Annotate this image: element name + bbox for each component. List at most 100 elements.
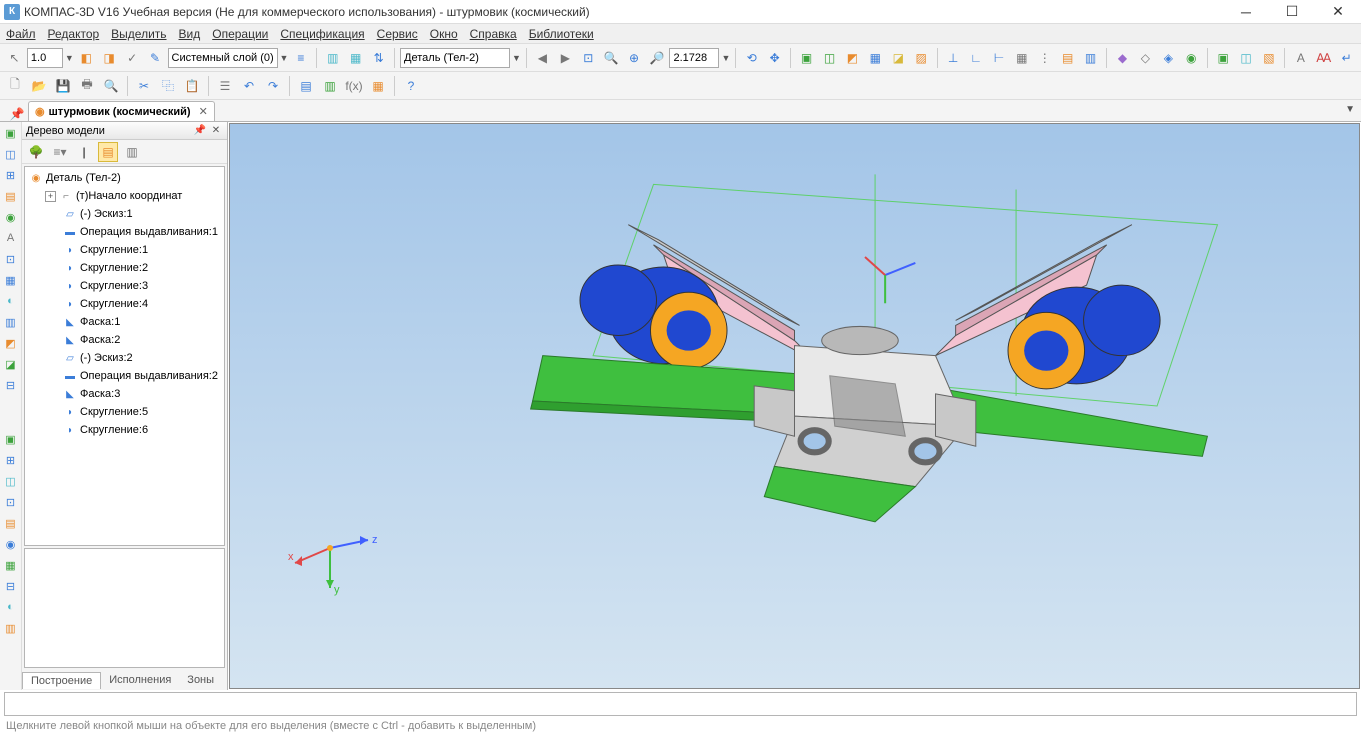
- rail-btn-23[interactable]: ▥: [2, 619, 20, 637]
- tool-cube4[interactable]: ▦: [865, 47, 886, 69]
- tool-preview[interactable]: 🔍: [100, 75, 122, 97]
- rail-btn-1[interactable]: ▣: [2, 124, 20, 142]
- tool-prop[interactable]: ☰: [214, 75, 236, 97]
- menu-edit[interactable]: Редактор: [48, 27, 100, 41]
- rail-btn-16[interactable]: ◫: [2, 472, 20, 490]
- tool-render4[interactable]: ◉: [1181, 47, 1202, 69]
- tool-paste[interactable]: 📋: [181, 75, 203, 97]
- tool-fx[interactable]: f(x): [343, 75, 365, 97]
- rail-btn-4[interactable]: ▤: [2, 187, 20, 205]
- tool-text1[interactable]: A: [1290, 47, 1311, 69]
- expand-icon[interactable]: +: [45, 191, 56, 202]
- rail-btn-15[interactable]: ⊞: [2, 451, 20, 469]
- part-input[interactable]: [400, 48, 510, 68]
- layer-input[interactable]: [168, 48, 278, 68]
- tree-tool-3[interactable]: ▤: [98, 142, 118, 162]
- rail-btn-2[interactable]: ◫: [2, 145, 20, 163]
- tree-item[interactable]: + ⌐ (т)Начало координат: [25, 187, 225, 205]
- tool-nav-fwd[interactable]: ▶: [555, 47, 576, 69]
- tool-grid[interactable]: ▦: [1011, 47, 1032, 69]
- tool-layers-icon[interactable]: ≡: [290, 47, 311, 69]
- tool-text2[interactable]: Ꜳ: [1313, 47, 1334, 69]
- tool-orbit[interactable]: ⟲: [741, 47, 762, 69]
- rail-btn-20[interactable]: ▦: [2, 556, 20, 574]
- tool-render5[interactable]: ▣: [1213, 47, 1234, 69]
- viewport-3d[interactable]: x y z: [229, 123, 1360, 689]
- tool-help[interactable]: ?: [400, 75, 422, 97]
- tool-zoom-fit[interactable]: ⊡: [578, 47, 599, 69]
- tree-item[interactable]: ▬Операция выдавливания:2: [25, 367, 225, 385]
- menu-operations[interactable]: Операции: [212, 27, 268, 41]
- tool-lib[interactable]: ▦: [367, 75, 389, 97]
- tree-item[interactable]: ◣Фаска:3: [25, 385, 225, 403]
- document-tab[interactable]: ◉ штурмовик (космический) ✕: [28, 101, 215, 121]
- tree-item[interactable]: ▱(-) Эскиз:2: [25, 349, 225, 367]
- tool-brush[interactable]: ✎: [145, 47, 166, 69]
- tool-render7[interactable]: ▧: [1259, 47, 1280, 69]
- rail-btn-11[interactable]: ◩: [2, 334, 20, 352]
- rail-btn-17[interactable]: ⊡: [2, 493, 20, 511]
- tool-axis2[interactable]: ∟: [966, 47, 987, 69]
- tree-item[interactable]: ◗Скругление:1: [25, 241, 225, 259]
- rail-btn-6[interactable]: A: [2, 229, 20, 247]
- rail-btn-12[interactable]: ◪: [2, 355, 20, 373]
- rail-btn-19[interactable]: ◉: [2, 535, 20, 553]
- tree-item[interactable]: ◗Скругление:3: [25, 277, 225, 295]
- tree-body[interactable]: ◉ Деталь (Тел-2) + ⌐ (т)Начало координат…: [24, 166, 225, 546]
- tree-item[interactable]: ◗Скругление:5: [25, 403, 225, 421]
- rail-btn-14[interactable]: ▣: [2, 430, 20, 448]
- doc-tab-close[interactable]: ✕: [199, 105, 208, 118]
- tool-cube5[interactable]: ◪: [888, 47, 909, 69]
- maximize-button[interactable]: ☐: [1269, 0, 1315, 24]
- rail-btn-7[interactable]: ⊡: [2, 250, 20, 268]
- tree-root-item[interactable]: ◉ Деталь (Тел-2): [25, 169, 225, 187]
- pin-icon[interactable]: 📌: [6, 103, 28, 125]
- tool-layer-icon2[interactable]: ◨: [99, 47, 120, 69]
- tree-item[interactable]: ▬Операция выдавливания:1: [25, 223, 225, 241]
- rail-btn-21[interactable]: ⊟: [2, 577, 20, 595]
- tool-arrow-icon[interactable]: ⇅: [368, 47, 389, 69]
- tool-panel-icon[interactable]: ▥: [322, 47, 343, 69]
- zoom-dropdown[interactable]: ▼: [669, 48, 730, 68]
- tree-close-icon[interactable]: ✕: [209, 124, 223, 138]
- tree-item[interactable]: ◗Скругление:6: [25, 421, 225, 439]
- tool-cube1[interactable]: ▣: [796, 47, 817, 69]
- part-dropdown[interactable]: ▼: [400, 48, 521, 68]
- tool-redo[interactable]: ↷: [262, 75, 284, 97]
- tool-panel2-icon[interactable]: ▦: [345, 47, 366, 69]
- rail-btn-8[interactable]: ▦: [2, 271, 20, 289]
- zoom-input[interactable]: [669, 48, 719, 68]
- tool-more1[interactable]: ⋮: [1034, 47, 1055, 69]
- tool-cube2[interactable]: ◫: [819, 47, 840, 69]
- scale-input[interactable]: [27, 48, 63, 68]
- tool-more2[interactable]: ▤: [1057, 47, 1078, 69]
- tabs-dropdown[interactable]: ▼: [1345, 104, 1355, 115]
- tool-save[interactable]: 💾: [52, 75, 74, 97]
- tool-zoom-scale[interactable]: 🔎: [647, 47, 668, 69]
- tool-zoom-in[interactable]: ⊕: [624, 47, 645, 69]
- rail-btn-18[interactable]: ▤: [2, 514, 20, 532]
- tool-check[interactable]: ✓: [122, 47, 143, 69]
- rail-btn-5[interactable]: ◉: [2, 208, 20, 226]
- tool-axis1[interactable]: ⊥: [943, 47, 964, 69]
- rail-btn-3[interactable]: ⊞: [2, 166, 20, 184]
- menu-libraries[interactable]: Библиотеки: [529, 27, 594, 41]
- rail-btn-10[interactable]: ▥: [2, 313, 20, 331]
- minimize-button[interactable]: ─: [1223, 0, 1269, 24]
- tool-zoom-window[interactable]: 🔍: [601, 47, 622, 69]
- tool-pan[interactable]: ✥: [764, 47, 785, 69]
- tool-cursor[interactable]: ↖: [4, 47, 25, 69]
- tool-open[interactable]: 📂: [28, 75, 50, 97]
- close-button[interactable]: ✕: [1315, 0, 1361, 24]
- tool-nav-back[interactable]: ◀: [532, 47, 553, 69]
- tool-cube3[interactable]: ◩: [842, 47, 863, 69]
- menu-view[interactable]: Вид: [179, 27, 201, 41]
- tool-render1[interactable]: ◆: [1112, 47, 1133, 69]
- menu-file[interactable]: Файл: [6, 27, 36, 41]
- tool-render3[interactable]: ◈: [1158, 47, 1179, 69]
- tree-tool-4[interactable]: ▥: [122, 142, 142, 162]
- tree-pin-icon[interactable]: 📌: [193, 124, 207, 138]
- tool-print[interactable]: 🖶: [76, 75, 98, 97]
- layer-dropdown[interactable]: ▼: [168, 48, 289, 68]
- tool-spec1[interactable]: ▤: [295, 75, 317, 97]
